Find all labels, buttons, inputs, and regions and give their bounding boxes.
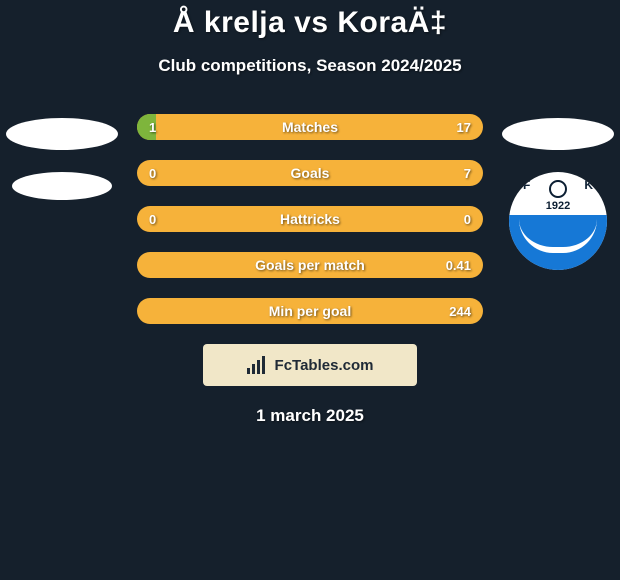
club-badge: F K 1922 bbox=[509, 172, 607, 270]
player-left-avatar-1 bbox=[6, 118, 118, 150]
subtitle: Club competitions, Season 2024/2025 bbox=[0, 56, 620, 76]
stat-value-right: 244 bbox=[449, 298, 471, 324]
stat-label: Min per goal bbox=[137, 298, 483, 324]
attribution-text: FcTables.com bbox=[275, 357, 374, 374]
attribution-box: FcTables.com bbox=[203, 344, 417, 386]
stat-label: Goals bbox=[137, 160, 483, 186]
player-left-avatar-2 bbox=[12, 172, 112, 200]
club-ball-icon bbox=[549, 180, 567, 198]
stat-label: Matches bbox=[137, 114, 483, 140]
chart-bars-icon bbox=[247, 356, 269, 374]
stat-label: Hattricks bbox=[137, 206, 483, 232]
stat-value-right: 17 bbox=[457, 114, 471, 140]
comparison-card: Å krelja vs KoraÄ‡ Club competitions, Se… bbox=[0, 0, 620, 580]
player-left-avatars bbox=[2, 118, 122, 222]
player-right-avatar-1 bbox=[502, 118, 614, 150]
club-initial-left: F bbox=[523, 178, 530, 192]
stat-row: Hattricks0 0 bbox=[137, 206, 483, 232]
club-initial-right: K bbox=[584, 178, 593, 192]
stat-row: Matches1 17 bbox=[137, 114, 483, 140]
stat-row: Min per goal244 bbox=[137, 298, 483, 324]
stat-value-left: 0 bbox=[149, 206, 156, 232]
stat-value-left: 1 bbox=[149, 114, 156, 140]
stat-label: Goals per match bbox=[137, 252, 483, 278]
page-title: Å krelja vs KoraÄ‡ bbox=[0, 6, 620, 40]
player-right-avatars: F K 1922 bbox=[498, 118, 618, 270]
stat-value-right: 0.41 bbox=[446, 252, 471, 278]
stat-bars: Matches117Goals07Hattricks00Goals per ma… bbox=[137, 114, 483, 324]
stat-value-right: 7 bbox=[464, 160, 471, 186]
stat-value-right: 0 bbox=[464, 206, 471, 232]
match-date: 1 march 2025 bbox=[0, 406, 620, 426]
club-year: 1922 bbox=[509, 200, 607, 212]
stat-value-left: 0 bbox=[149, 160, 156, 186]
stat-row: Goals0 7 bbox=[137, 160, 483, 186]
stat-row: Goals per match0.41 bbox=[137, 252, 483, 278]
